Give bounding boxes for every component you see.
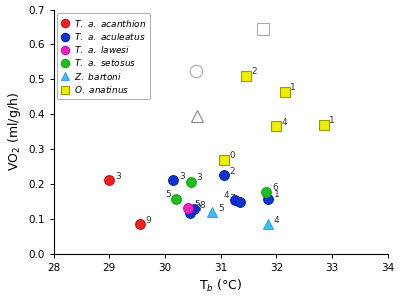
Text: 8: 8 (196, 204, 202, 213)
Text: 1: 1 (274, 190, 279, 199)
Text: 7: 7 (229, 194, 235, 203)
Text: 8: 8 (200, 201, 205, 210)
Text: 6: 6 (272, 183, 278, 192)
Text: 9: 9 (146, 216, 151, 225)
Text: 5: 5 (194, 200, 200, 209)
Text: 5: 5 (218, 203, 224, 212)
Text: 3: 3 (115, 172, 121, 181)
Text: 4: 4 (224, 191, 229, 200)
Y-axis label: VO$_2$ (ml/g/h): VO$_2$ (ml/g/h) (6, 92, 22, 171)
Text: 0: 0 (229, 151, 235, 160)
X-axis label: T$_b$ (°C): T$_b$ (°C) (199, 278, 242, 294)
Text: 1: 1 (290, 83, 296, 92)
Text: 3: 3 (179, 172, 185, 181)
Text: 2: 2 (251, 68, 257, 76)
Text: 4: 4 (274, 216, 279, 225)
Text: 3: 3 (196, 173, 202, 182)
Text: 2: 2 (229, 167, 235, 176)
Text: 5: 5 (165, 190, 171, 199)
Legend: $\it{T.\ a.\ acanthion}$, $\it{T.\ a.\ aculeatus}$, $\it{T.\ a.\ lawesi}$, $\it{: $\it{T.\ a.\ acanthion}$, $\it{T.\ a.\ a… (57, 13, 150, 100)
Text: 4: 4 (282, 118, 288, 127)
Text: 1: 1 (329, 116, 335, 125)
